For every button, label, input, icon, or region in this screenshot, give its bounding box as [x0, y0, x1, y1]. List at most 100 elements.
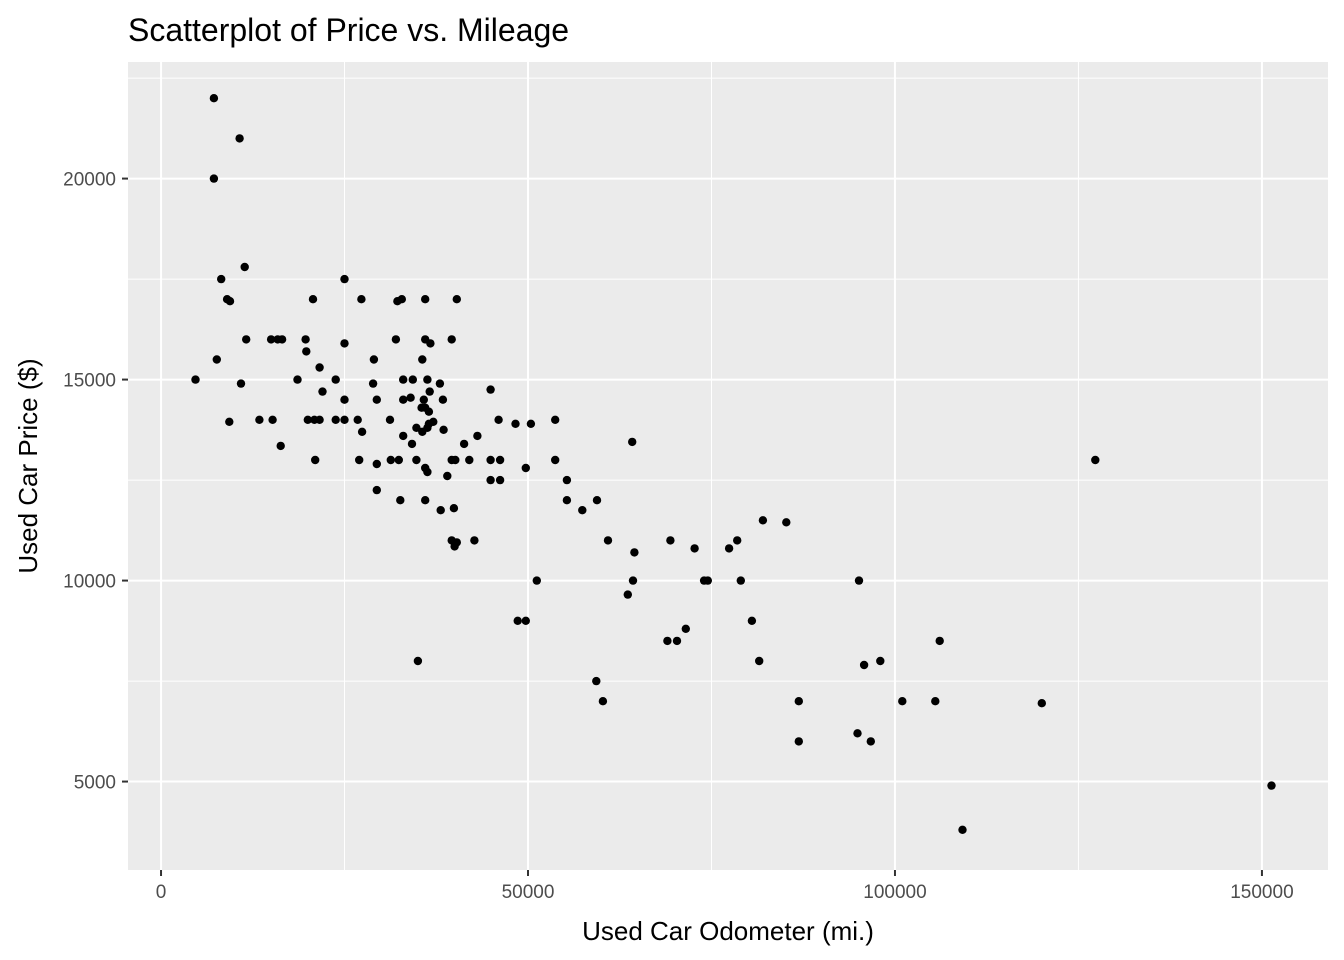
data-point: [191, 375, 200, 384]
data-point: [663, 636, 672, 646]
data-point: [935, 636, 944, 646]
data-point: [898, 697, 907, 706]
data-point: [423, 375, 432, 384]
data-point: [425, 387, 434, 396]
data-point: [391, 335, 401, 344]
data-point: [412, 423, 421, 432]
data-point: [394, 455, 403, 465]
y-tick-label: 20000: [63, 170, 116, 191]
data-point: [255, 415, 264, 424]
data-point: [447, 335, 456, 344]
data-point: [1037, 699, 1047, 708]
data-point: [318, 387, 327, 396]
data-point: [406, 393, 415, 402]
data-point: [736, 576, 745, 585]
data-point: [470, 536, 479, 545]
data-point: [340, 415, 349, 424]
data-point: [436, 506, 445, 515]
data-point: [876, 656, 885, 666]
data-point: [494, 415, 503, 424]
data-point: [495, 455, 505, 465]
data-point: [340, 274, 349, 284]
data-point: [628, 576, 638, 585]
data-point: [372, 395, 381, 404]
data-point: [368, 379, 378, 388]
data-point: [592, 496, 602, 505]
data-point: [331, 375, 340, 384]
data-point: [1091, 455, 1100, 465]
y-tick-label: 5000: [74, 773, 116, 794]
data-point: [630, 548, 639, 557]
data-point: [421, 496, 430, 505]
data-point: [418, 427, 427, 436]
data-point: [396, 496, 405, 505]
x-tick-label: 100000: [863, 882, 926, 903]
data-point: [794, 697, 803, 706]
data-point: [212, 355, 221, 364]
data-point: [439, 425, 448, 434]
data-point: [724, 544, 734, 553]
data-point: [421, 295, 430, 304]
data-point: [1267, 781, 1276, 790]
data-point: [340, 395, 349, 404]
data-point: [562, 496, 572, 505]
data-point: [302, 347, 311, 356]
data-point: [209, 94, 219, 103]
data-point: [672, 636, 682, 646]
data-point: [408, 375, 417, 384]
data-point: [521, 616, 530, 625]
data-point: [958, 825, 967, 834]
y-tick-label: 10000: [63, 572, 116, 593]
data-point: [426, 339, 435, 348]
data-points: [191, 94, 1276, 834]
data-point: [598, 697, 608, 706]
data-point: [399, 395, 408, 404]
y-axis-title: Used Car Price ($): [13, 358, 43, 573]
data-point: [277, 335, 287, 344]
data-point: [449, 504, 459, 513]
grid-lines: [128, 62, 1328, 870]
data-point: [733, 536, 742, 545]
data-point: [794, 737, 803, 746]
data-point: [399, 375, 408, 384]
plot-panel: [128, 62, 1328, 870]
y-axis: 5000 10000 15000 20000: [63, 170, 128, 794]
data-point: [666, 536, 675, 545]
data-point: [355, 455, 364, 465]
data-point: [357, 295, 366, 304]
data-point: [372, 459, 381, 469]
data-point: [331, 415, 340, 424]
data-point: [340, 339, 349, 348]
data-point: [242, 335, 251, 344]
x-tick-label: 50000: [502, 882, 555, 903]
data-point: [435, 379, 445, 388]
data-point: [225, 297, 235, 306]
data-point: [486, 475, 495, 485]
data-point: [303, 415, 312, 424]
data-point: [758, 516, 768, 525]
data-point: [623, 590, 632, 599]
data-point: [459, 439, 469, 449]
data-point: [419, 395, 428, 404]
data-point: [859, 660, 869, 670]
data-point: [486, 385, 495, 394]
data-point: [452, 295, 461, 304]
data-point: [266, 335, 276, 344]
data-point: [854, 576, 864, 585]
data-point: [782, 518, 791, 527]
data-point: [438, 395, 448, 404]
data-point: [866, 737, 875, 746]
data-point: [681, 624, 690, 633]
y-tick-label: 15000: [63, 371, 116, 392]
data-point: [511, 419, 520, 428]
data-point: [424, 407, 434, 416]
data-point: [357, 427, 367, 436]
data-point: [603, 536, 613, 545]
data-point: [429, 417, 438, 426]
data-point: [407, 439, 417, 449]
x-tick-label: 150000: [1230, 882, 1293, 903]
data-point: [747, 616, 757, 625]
data-point: [268, 415, 277, 424]
data-point: [486, 455, 495, 465]
data-point: [418, 355, 427, 364]
